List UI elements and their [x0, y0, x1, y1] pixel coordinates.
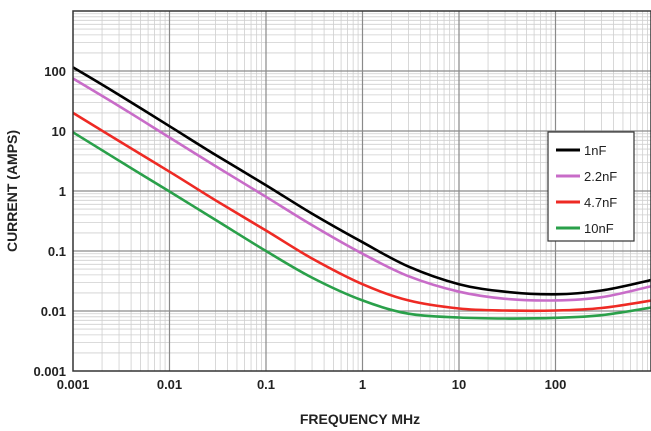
y-tick-label: 0.1 [48, 244, 66, 259]
x-tick-labels: 0.001 0.01 0.1 1 10 100 [57, 377, 567, 392]
y-tick-label: 0.001 [33, 364, 66, 379]
y-tick-label: 1 [59, 184, 66, 199]
x-tick-label: 0.001 [57, 377, 90, 392]
legend: 1nF 2.2nF 4.7nF 10nF [547, 131, 635, 242]
series-line-0 [72, 66, 651, 296]
x-tick-label: 1 [359, 377, 366, 392]
plot-frame [72, 10, 651, 372]
legend-items: 1nF 2.2nF 4.7nF 10nF [556, 143, 617, 236]
y-tick-label: 0.01 [41, 304, 66, 319]
y-tick-label: 10 [52, 124, 66, 139]
series-line-3 [72, 131, 651, 320]
legend-label-0: 1nF [584, 143, 606, 158]
x-tick-label: 100 [545, 377, 567, 392]
series-lines [72, 66, 651, 320]
y-tick-labels: 0.001 0.01 0.1 1 10 100 [33, 64, 66, 379]
y-tick-label: 100 [44, 64, 66, 79]
legend-label-3: 10nF [584, 221, 614, 236]
legend-label-1: 2.2nF [584, 169, 617, 184]
series-line-2 [72, 111, 651, 313]
y-axis-title: CURRENT (AMPS) [4, 130, 20, 252]
x-tick-label: 10 [452, 377, 466, 392]
x-axis-title: FREQUENCY MHz [300, 411, 420, 427]
x-tick-label: 0.1 [257, 377, 275, 392]
legend-label-2: 4.7nF [584, 195, 617, 210]
x-tick-label: 0.01 [157, 377, 182, 392]
series-line-1 [72, 77, 651, 302]
